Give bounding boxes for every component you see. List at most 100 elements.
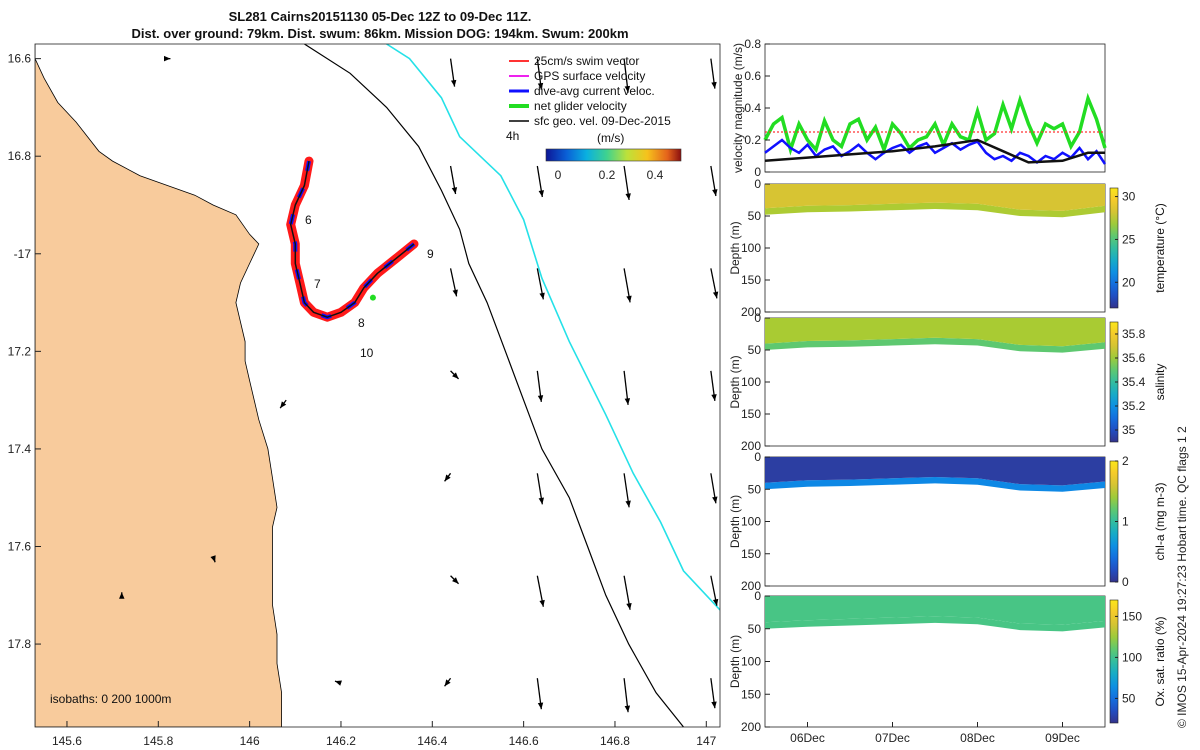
isobath-label: isobaths: 0 200 1000m — [50, 692, 171, 706]
sfc-velocity-arrow — [449, 268, 458, 297]
cbar-tick-label: 35 — [1122, 423, 1136, 437]
depth-tick-label: 100 — [741, 655, 761, 669]
sfc-velocity-arrow — [163, 55, 171, 62]
cbar-tick-label: 25 — [1122, 232, 1136, 246]
arrow-head — [452, 577, 459, 584]
legend-glider: net glider velocity — [534, 99, 627, 113]
land-area — [35, 44, 283, 727]
x-tick-label: 146 — [240, 734, 260, 748]
sfc-velocity-arrow — [536, 678, 544, 710]
depth-tick-label: 0 — [754, 311, 761, 325]
sfc-velocity-arrow — [623, 268, 632, 303]
arrow-head — [539, 599, 545, 607]
arrow-head — [711, 394, 717, 401]
cbar-label: chl-a (mg m-3) — [1153, 482, 1167, 560]
arrow-head — [444, 474, 451, 482]
sfc-velocity-arrow — [449, 165, 458, 195]
sfc-velocity-arrow — [334, 680, 342, 686]
sfc-velocity-arrow — [450, 575, 460, 585]
depth-ylabel: Depth (m) — [730, 355, 742, 408]
sfc-velocity-arrow — [710, 575, 719, 606]
sfc-velocity-arrow — [623, 370, 631, 405]
glider-last-position — [369, 294, 376, 301]
date-tick-label: 06Dec — [790, 731, 825, 745]
series-diveavg — [764, 138, 1107, 165]
day-label: 6 — [305, 213, 312, 227]
cbar-tick-label: 35.2 — [1122, 399, 1146, 413]
arrow-head — [712, 598, 719, 606]
arrow-head — [452, 372, 459, 379]
section-colorbar — [1109, 187, 1119, 309]
cbar-tick-label: 35.8 — [1122, 327, 1146, 341]
depth-tick-label: 100 — [741, 515, 761, 529]
sfc-velocity-arrow — [536, 58, 544, 90]
depth-tick-label: 50 — [748, 209, 762, 223]
sfc-velocity-arrow — [710, 268, 719, 299]
cbar-tick-label: 35.4 — [1122, 375, 1146, 389]
cbar-tick-label: 35.6 — [1122, 351, 1146, 365]
arrow-head — [452, 289, 458, 297]
sfc-velocity-arrow — [450, 370, 460, 380]
sfc-velocity-arrow — [623, 678, 631, 713]
map-legend: 25cm/s swim vector GPS surface velocity … — [506, 54, 682, 182]
arrow-head — [163, 55, 171, 62]
arrow-head — [538, 497, 544, 505]
sfc-velocity-arrow — [210, 555, 216, 563]
date-tick-label: 07Dec — [875, 731, 910, 745]
legend-current: dive-avg current veloc. — [534, 84, 655, 98]
cbar-label: temperature (°C) — [1153, 203, 1167, 293]
sfc-velocity-arrow — [623, 165, 631, 201]
depth-tick-label: 0 — [754, 589, 761, 603]
map-chart: 145.6 145.8 146 146.2 146.4 146.6 146.8 147 16.6… — [8, 43, 721, 748]
section-colorbar — [1109, 599, 1119, 724]
arrow-head — [334, 680, 342, 686]
sfc-velocity-arrow — [444, 677, 452, 687]
arrow-head — [119, 592, 125, 599]
depth-tick-label: 200 — [741, 439, 761, 453]
vel-y-tick-label: 0.6 — [744, 69, 761, 83]
section-surface-band — [765, 184, 1105, 211]
sfc-velocity-arrow — [444, 472, 452, 482]
depth-tick-label: 0 — [754, 450, 761, 464]
y-tick-label: 16.6 — [8, 52, 32, 66]
footer-credit: © IMOS 15-Apr-2024 19:27:23 Hobart time.… — [1175, 426, 1189, 728]
map-frame — [34, 43, 721, 728]
cbar-tick-label: 20 — [1122, 275, 1136, 289]
x-tick-label: 145.6 — [52, 734, 82, 748]
footer-svg: © IMOS 15-Apr-2024 19:27:23 Hobart time.… — [1175, 426, 1189, 728]
depth-tick-label: 150 — [741, 407, 761, 421]
colorbar-tick: 0 — [555, 168, 562, 182]
arrow-head — [711, 81, 717, 89]
y-tick-label: 16.8 — [8, 149, 32, 163]
depth-ylabel: Depth (m) — [730, 635, 742, 688]
arrow-head — [712, 496, 718, 504]
vel-y-tick-label: 0.2 — [744, 133, 761, 147]
vel-y-tick-label: 0.8 — [744, 37, 761, 51]
sfc-velocity-arrow — [449, 58, 457, 87]
x-tick-label: 146.2 — [326, 734, 356, 748]
sfc-velocity-arrow — [710, 58, 717, 89]
sfc-velocity-arrow — [119, 592, 125, 599]
arrow-head — [539, 292, 545, 300]
arrow-head — [444, 679, 451, 687]
day-label: 8 — [358, 316, 365, 330]
colorbar-tick: 0.4 — [647, 168, 664, 182]
y-tick-label: 17.4 — [8, 442, 32, 456]
cbar-tick-label: 0 — [1122, 575, 1129, 589]
depth-tick-label: 200 — [741, 305, 761, 319]
y-tick-label: 17.8 — [8, 637, 32, 651]
arrow-head — [712, 189, 718, 196]
x-tick-label: 146.4 — [417, 734, 447, 748]
legend-time: 4h — [506, 129, 519, 143]
section-deep-band — [765, 202, 1105, 218]
y-tick-label: 17.6 — [8, 539, 32, 553]
day-label: 7 — [314, 277, 321, 291]
arrow-head — [624, 705, 631, 713]
depth-ylabel: Depth (m) — [730, 495, 742, 548]
arrow-head — [280, 401, 287, 409]
arrow-head — [537, 395, 544, 402]
section-deep-band — [765, 337, 1105, 353]
arrow-head — [210, 555, 216, 563]
x-tick-label: 145.8 — [143, 734, 173, 748]
